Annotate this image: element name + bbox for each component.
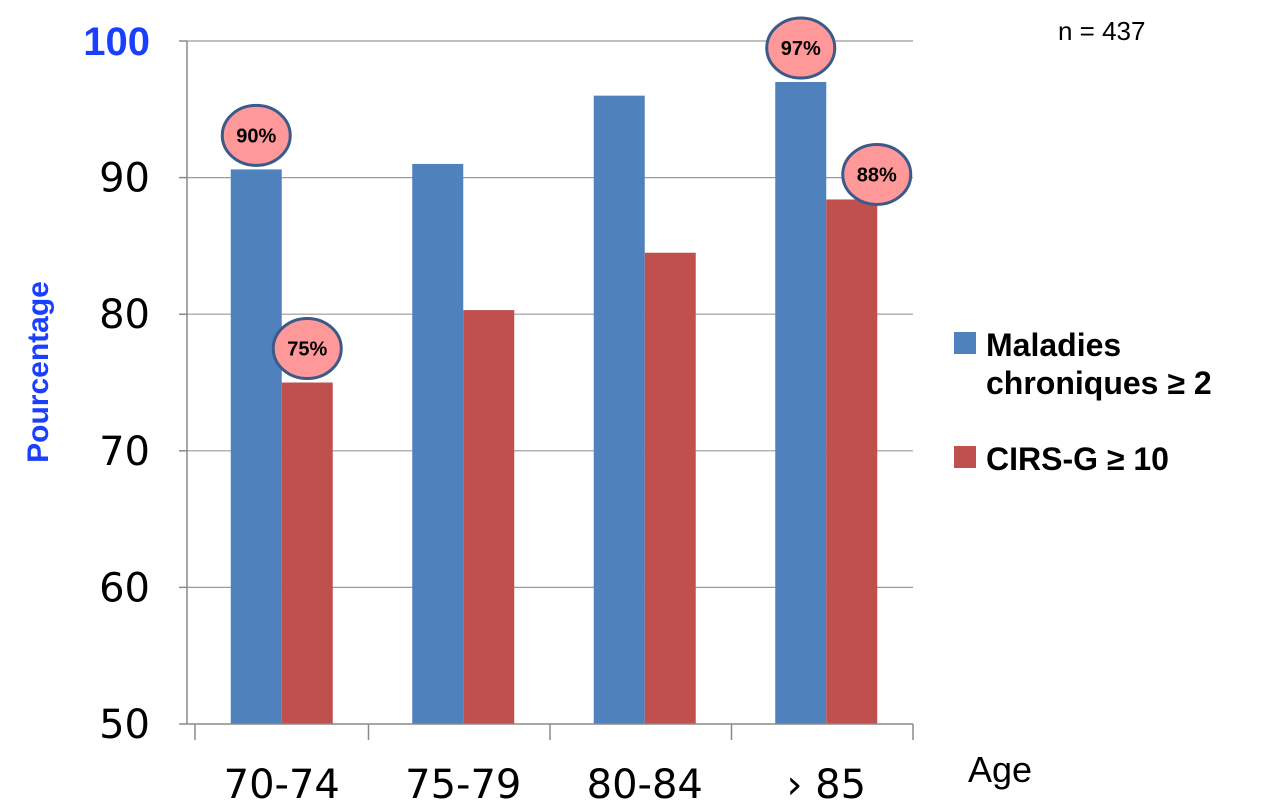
- legend-swatch-cirs: [954, 446, 976, 468]
- x-axis-title: Age: [968, 749, 1032, 790]
- axes: [179, 40, 914, 740]
- bar-cirs: [463, 310, 515, 724]
- bar-maladies: [593, 95, 645, 724]
- y-axis-title: Pourcentage: [22, 281, 55, 463]
- y-tick-label: 70: [99, 429, 150, 475]
- bar-cirs: [826, 199, 878, 724]
- annotation-circle: [220, 103, 292, 167]
- y-tick-label: 90: [99, 156, 150, 202]
- annotation-circle: [841, 142, 913, 206]
- annotation-bubble: 97%: [765, 16, 837, 80]
- annotation-label: 97%: [781, 38, 821, 60]
- y-tick-label: 60: [99, 565, 150, 611]
- x-tick-label: 75-79: [405, 762, 521, 808]
- x-tick-label: 80-84: [587, 762, 703, 808]
- bar-maladies: [412, 163, 464, 724]
- bar-maladies: [775, 81, 827, 725]
- legend-swatch-maladies: [954, 332, 976, 354]
- legend-label-maladies: Maladies chroniques ≥ 2: [986, 327, 1212, 401]
- bar-cirs: [281, 382, 333, 724]
- annotation-bubble: 75%: [271, 317, 343, 380]
- legend-label-cirs: CIRS-G ≥ 10: [986, 441, 1169, 477]
- sample-size-note: n = 437: [1058, 16, 1145, 46]
- bars: [230, 81, 878, 725]
- y-tick-label: 50: [99, 702, 150, 748]
- annotations: 90% 75% 97% 88%: [220, 16, 913, 380]
- annotation-label: 88%: [857, 164, 897, 186]
- tick-labels: 50 60 70 80 90 100 70-74 75-79 80-84 › 85: [83, 20, 866, 808]
- annotation-circle: [765, 16, 837, 80]
- y-tick-label: 100: [83, 20, 150, 64]
- x-tick-label: › 85: [786, 762, 866, 808]
- annotation-label: 90%: [236, 125, 276, 147]
- y-tick-label: 80: [99, 292, 150, 338]
- annotation-circle: [271, 317, 343, 380]
- annotation-label: 75%: [287, 339, 327, 361]
- bar-cirs: [644, 252, 696, 725]
- x-tick-label: 70-74: [224, 762, 340, 808]
- bar-maladies: [230, 169, 282, 725]
- legend: Maladies chroniques ≥ 2 CIRS-G ≥ 10: [954, 327, 1212, 477]
- annotation-bubble: 90%: [220, 103, 292, 167]
- annotation-bubble: 88%: [841, 142, 913, 206]
